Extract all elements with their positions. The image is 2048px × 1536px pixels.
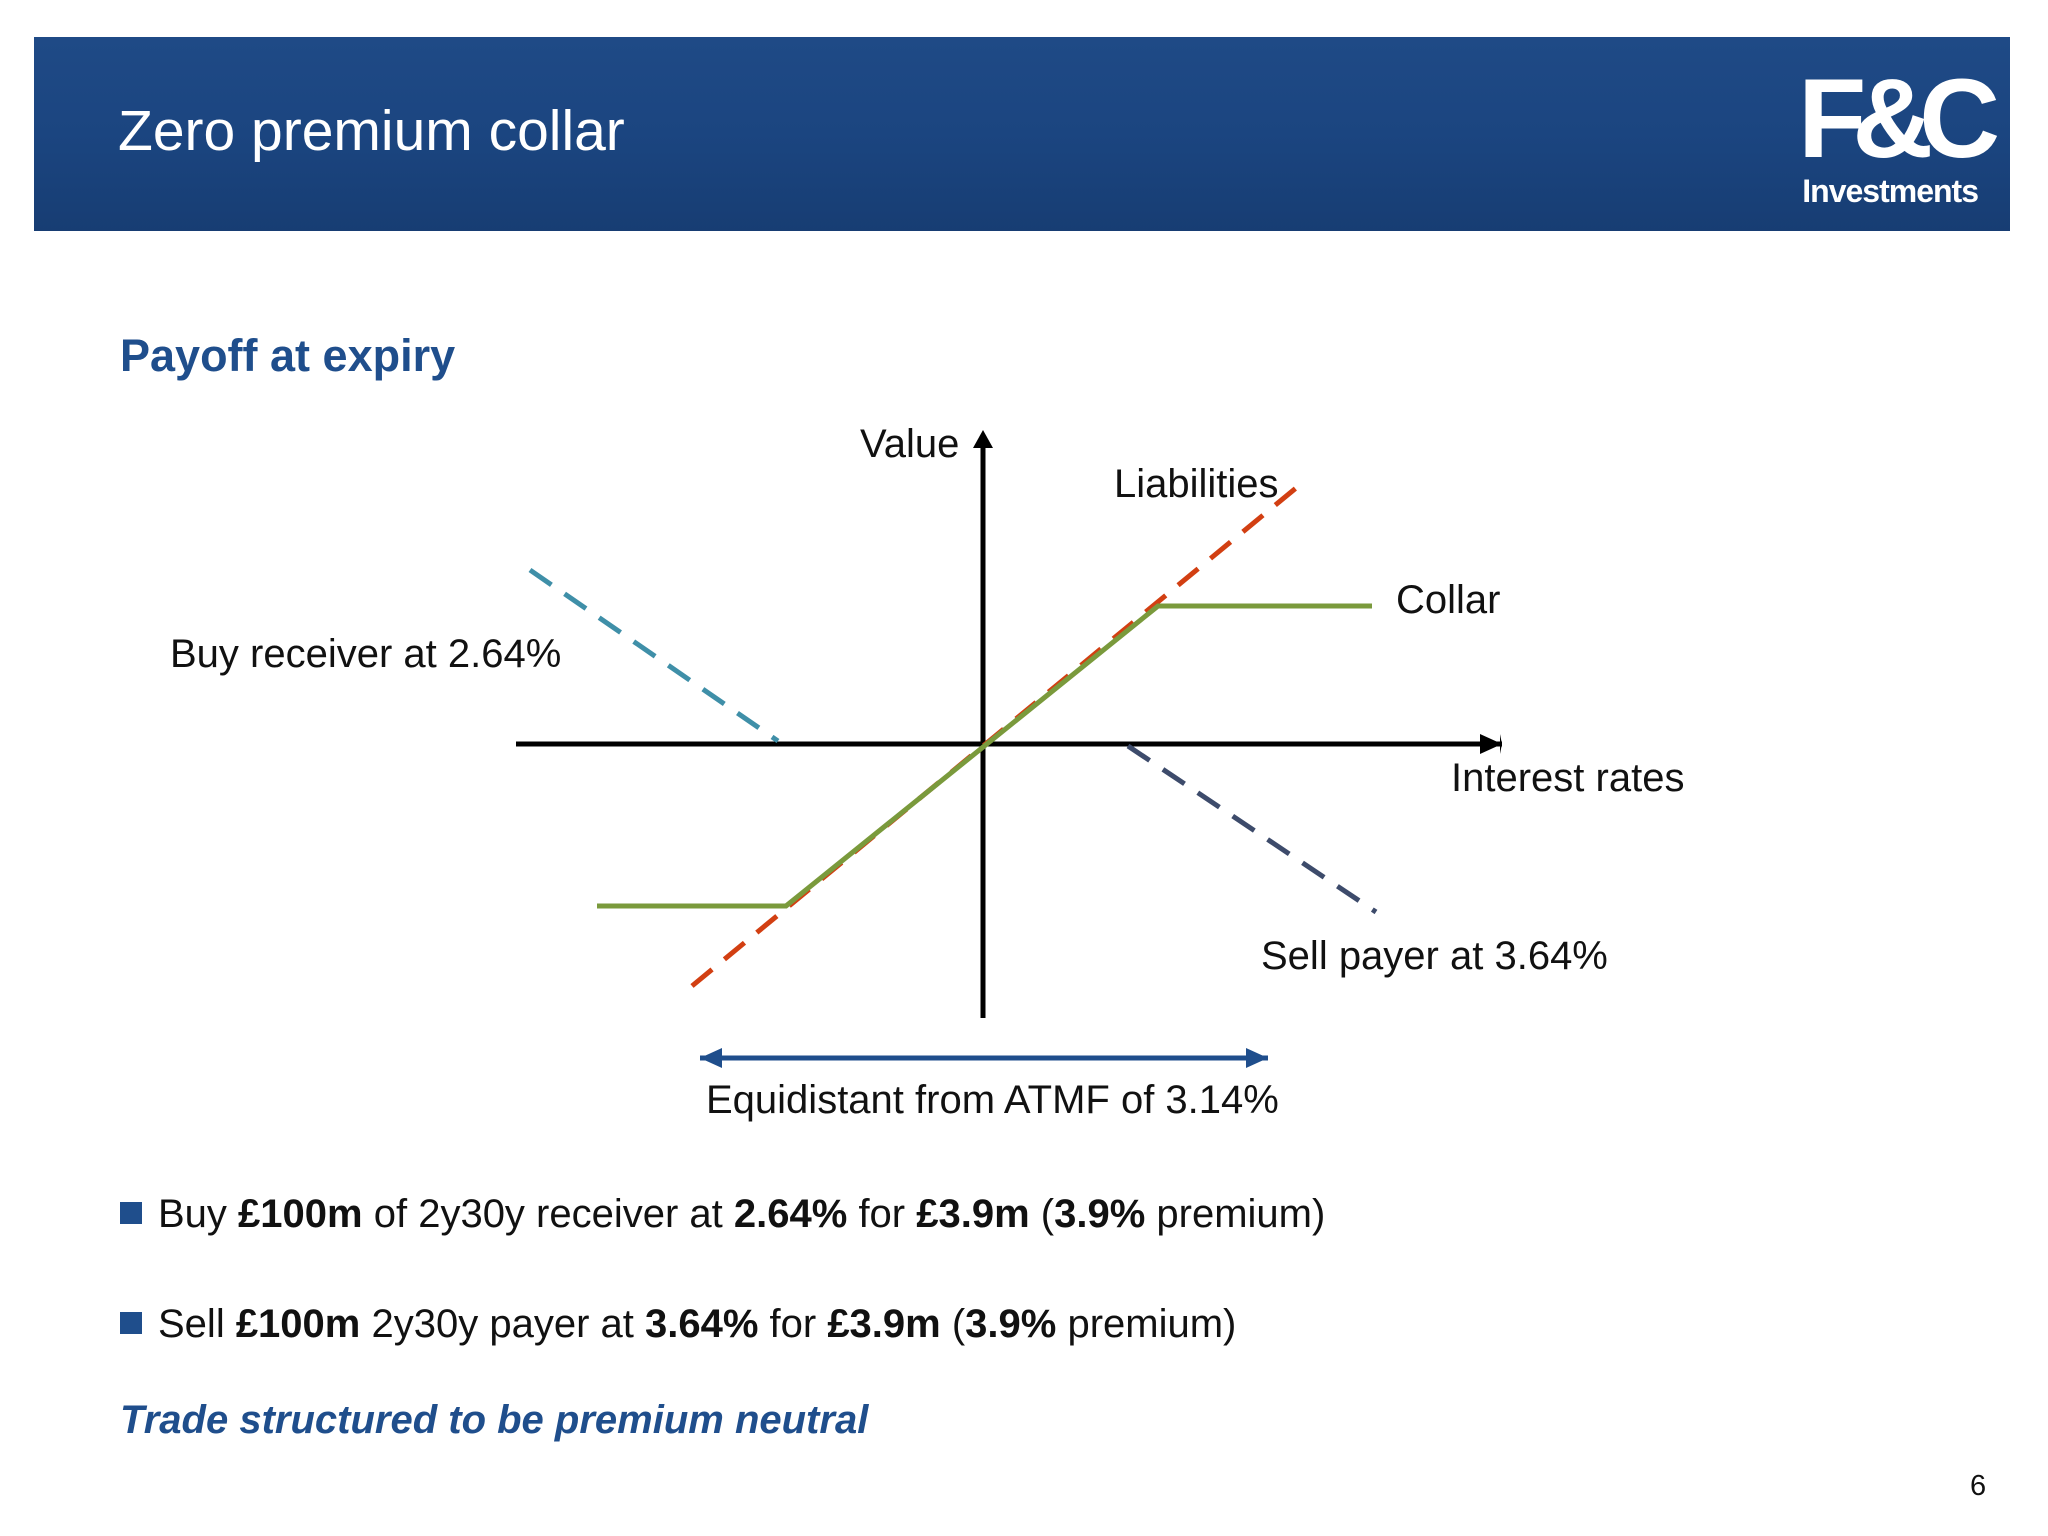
logo-mark: F&C (1798, 56, 2000, 181)
bullet-bold-text: 3.9% (965, 1302, 1057, 1346)
y-axis-label: Value (860, 422, 960, 466)
range-arrowhead-left (700, 1048, 722, 1068)
x-axis-label: Interest rates (1451, 756, 1685, 800)
payer-line (1126, 743, 1378, 915)
premium-neutral-note: Trade structured to be premium neutral (120, 1398, 869, 1442)
x-axis-arrowhead-shape (1480, 734, 1502, 754)
bullet-square-icon (120, 1202, 142, 1224)
bullet-bold-text: 3.64% (644, 1302, 759, 1346)
bullet-bold-text: £100m (235, 1302, 361, 1346)
receiver-line (528, 567, 780, 744)
bullet-receiver: Buy £100m of 2y30y receiver at 2.64% for… (120, 1194, 1325, 1234)
bullet-payer: Sell £100m 2y30y payer at 3.64% for £3.9… (120, 1304, 1236, 1344)
y-axis-arrowhead (973, 430, 993, 448)
bullet-text: 2y30y payer at (360, 1302, 645, 1346)
bullet-text: premium) (1145, 1192, 1326, 1236)
receiver-label: Buy receiver at 2.64% (170, 632, 562, 676)
bullet-square-icon (120, 1312, 142, 1334)
section-subtitle: Payoff at expiry (120, 330, 456, 381)
bullet-text: premium) (1056, 1302, 1237, 1346)
range-label: Equidistant from ATMF of 3.14% (706, 1078, 1279, 1122)
collar-line (597, 603, 1372, 909)
page-number: 6 (1970, 1470, 1987, 1502)
bullet-text: Buy (158, 1192, 239, 1236)
payer-label: Sell payer at 3.64% (1261, 934, 1608, 978)
company-logo: F&C Investments (1798, 56, 2000, 211)
bullet-text: for (847, 1192, 917, 1236)
bullet-bold-text: £3.9m (916, 1192, 1030, 1236)
bullet-bold-text: £3.9m (827, 1302, 941, 1346)
range-arrowhead-right (1246, 1048, 1268, 1068)
page-title: Zero premium collar (118, 99, 625, 163)
logo-subtitle: Investments (1802, 173, 1979, 209)
header-banner: Zero premium collar F&C Investments (34, 37, 2010, 231)
bullet-text: ( (940, 1302, 966, 1346)
bullet-text: ( (1029, 1192, 1055, 1236)
bullet-text: for (758, 1302, 828, 1346)
collar-label: Collar (1396, 578, 1501, 622)
bullet-bold-text: 2.64% (733, 1192, 848, 1236)
bullet-text: of 2y30y receiver at (362, 1192, 734, 1236)
liabilities-label: Liabilities (1114, 462, 1279, 506)
bullet-bold-text: £100m (238, 1192, 363, 1236)
bullet-text: Sell (158, 1302, 236, 1346)
bullet-bold-text: 3.9% (1054, 1192, 1146, 1236)
